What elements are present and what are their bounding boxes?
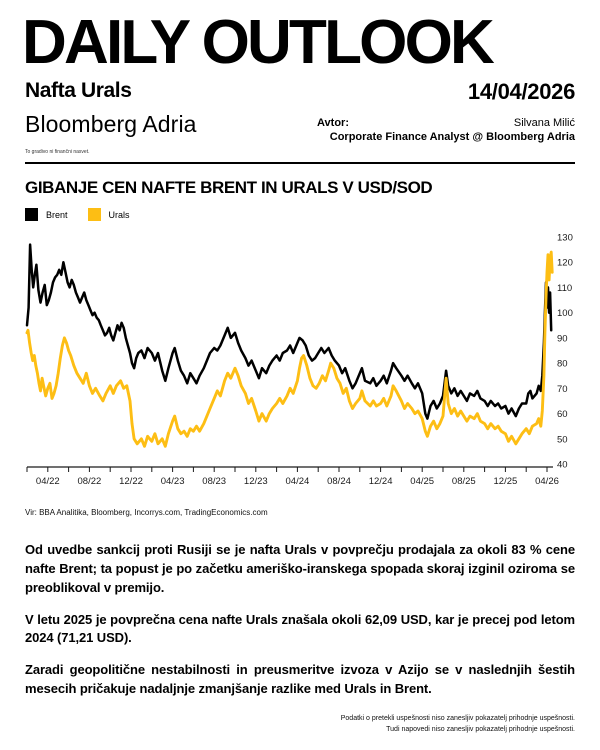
svg-text:120: 120 — [557, 258, 573, 269]
footer-disclaimer: Podatki o pretekli uspešnosti niso zanes… — [25, 713, 575, 735]
chart-legend: Brent Urals — [25, 208, 575, 222]
svg-text:100: 100 — [557, 308, 573, 319]
author-name: Silvana Milić — [513, 117, 575, 130]
svg-text:130: 130 — [557, 233, 573, 244]
svg-text:110: 110 — [557, 283, 572, 294]
header-meta: Nafta Urals Bloomberg Adria To gradivo n… — [25, 79, 575, 155]
svg-text:04/24: 04/24 — [286, 476, 310, 487]
svg-text:08/22: 08/22 — [78, 476, 102, 487]
paragraph-average-price: V letu 2025 je povprečna cena nafte Ural… — [25, 611, 575, 646]
svg-text:04/25: 04/25 — [410, 476, 434, 487]
svg-text:08/24: 08/24 — [327, 476, 351, 487]
svg-text:08/23: 08/23 — [202, 476, 226, 487]
footer-line-2: Tudi napovedi niso zanesljiv pokazatelj … — [386, 726, 575, 734]
page-title: DAILY OUTLOOK — [22, 8, 495, 77]
price-chart-area: 04/22 08/22 12/22 04/23 08/23 12/23 04/24 08/24… — [0, 227, 600, 500]
mini-disclaimer: To gradivo ni finančni nasvet. — [25, 149, 90, 156]
svg-text:12/25: 12/25 — [494, 476, 518, 487]
author-role: Corporate Finance Analyst @ Bloomberg Ad… — [329, 130, 575, 143]
legend-label-urals: Urals — [108, 209, 130, 220]
header-right-column: 14/04/2026 Avtor: Silvana Milić Corporat… — [317, 79, 575, 143]
svg-text:04/23: 04/23 — [161, 476, 185, 487]
legend-label-brent: Brent — [46, 209, 68, 220]
svg-text:60: 60 — [557, 409, 568, 420]
brand-name: Bloomberg Adria — [25, 111, 197, 138]
commentary: Od uvedbe sankcij proti Rusiji se je naf… — [25, 541, 575, 699]
urals-swatch-icon — [87, 208, 101, 222]
svg-text:70: 70 — [557, 384, 568, 395]
svg-text:12/24: 12/24 — [369, 476, 393, 487]
header-divider — [25, 162, 575, 165]
svg-text:08/25: 08/25 — [452, 476, 476, 487]
svg-text:12/22: 12/22 — [119, 476, 143, 487]
author-block: Avtor: Silvana Milić Corporate Finance A… — [317, 117, 575, 143]
chart-title: GIBANJE CEN NAFTE BRENT IN URALS V USD/S… — [25, 178, 433, 198]
legend-item-brent: Brent — [25, 208, 68, 222]
report-subject: Nafta Urals — [25, 79, 132, 103]
paragraph-outlook: Zaradi geopolitične nestabilnosti in pre… — [25, 662, 575, 697]
svg-text:12/23: 12/23 — [244, 476, 268, 487]
svg-text:50: 50 — [557, 434, 568, 445]
author-label: Avtor: — [317, 117, 349, 130]
svg-text:40: 40 — [557, 460, 568, 471]
brent-swatch-icon — [25, 208, 38, 222]
footer-line-1: Podatki o pretekli uspešnosti niso zanes… — [340, 714, 575, 722]
svg-text:04/22: 04/22 — [36, 476, 60, 487]
legend-item-urals: Urals — [87, 208, 130, 222]
price-chart: 04/22 08/22 12/22 04/23 08/23 12/23 04/24 08/24… — [25, 233, 573, 487]
header-left-column: Nafta Urals Bloomberg Adria To gradivo n… — [25, 79, 197, 155]
author-line: Avtor: Silvana Milić — [317, 117, 575, 130]
report-date: 14/04/2026 — [467, 79, 575, 105]
svg-text:90: 90 — [557, 333, 568, 344]
svg-text:04/26: 04/26 — [535, 476, 559, 487]
svg-text:80: 80 — [557, 359, 568, 370]
chart-source: Vir: BBA Analitika, Bloomberg, Incorrys.… — [25, 508, 268, 518]
paragraph-discount: Od uvedbe sankcij proti Rusiji se je naf… — [25, 542, 575, 595]
